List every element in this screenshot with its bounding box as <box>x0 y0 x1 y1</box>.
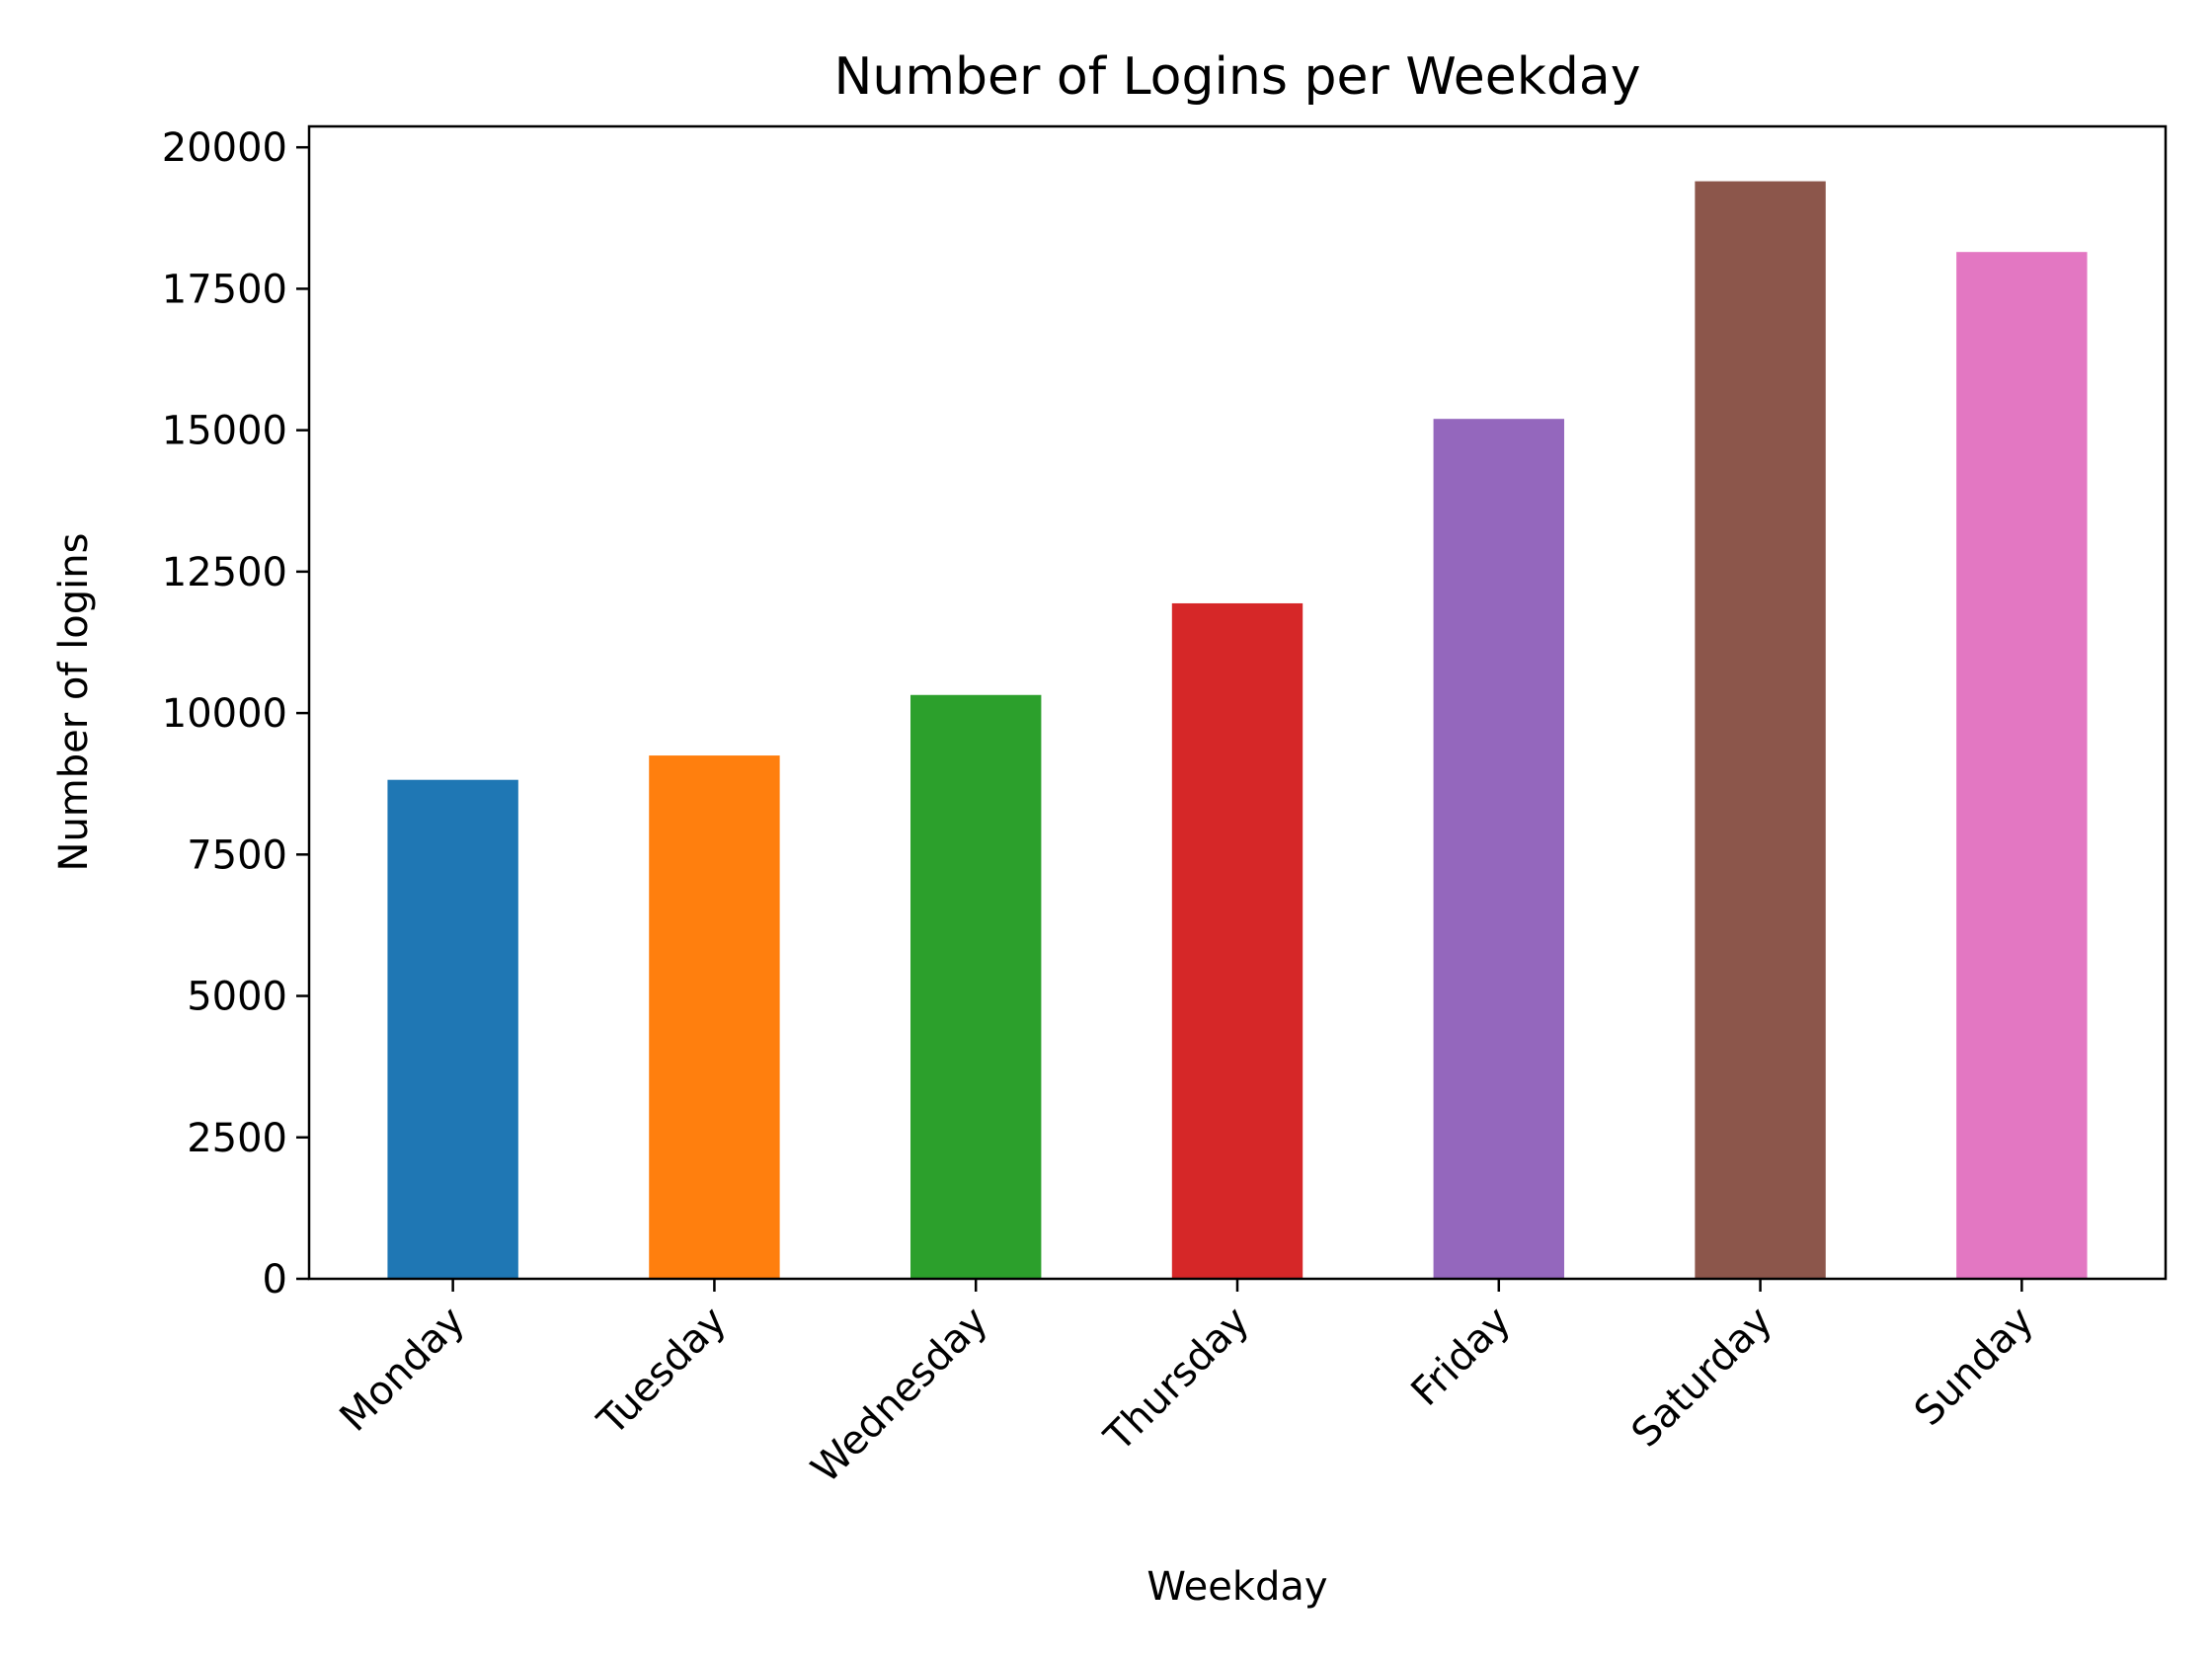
bar-saturday <box>1695 181 1826 1280</box>
chart-title: Number of Logins per Weekday <box>834 47 1641 107</box>
y-tick-label: 5000 <box>187 975 287 1020</box>
y-tick-label: 12500 <box>162 550 287 595</box>
y-tick-label: 17500 <box>162 267 287 312</box>
bar-monday <box>387 779 518 1279</box>
bar-wednesday <box>910 694 1042 1279</box>
bar-sunday <box>1956 252 2088 1280</box>
x-axis-label: Weekday <box>1146 1564 1327 1610</box>
y-tick-label: 15000 <box>162 409 287 454</box>
y-tick-label: 2500 <box>187 1116 287 1161</box>
bars-group <box>387 181 2088 1280</box>
bar-friday <box>1433 419 1564 1280</box>
bar-tuesday <box>649 755 780 1279</box>
plot-frame <box>307 124 2168 1281</box>
y-tick-label: 0 <box>263 1257 287 1303</box>
bar-thursday <box>1171 602 1304 1279</box>
y-tick-label: 7500 <box>187 832 287 878</box>
y-axis: 0 2500 5000 7500 10000 12500 15000 17500 20000 <box>162 125 309 1303</box>
y-tick-label: 10000 <box>162 691 287 737</box>
y-tick-label: 20000 <box>162 125 287 171</box>
y-axis-label: Number of logins <box>51 533 97 872</box>
